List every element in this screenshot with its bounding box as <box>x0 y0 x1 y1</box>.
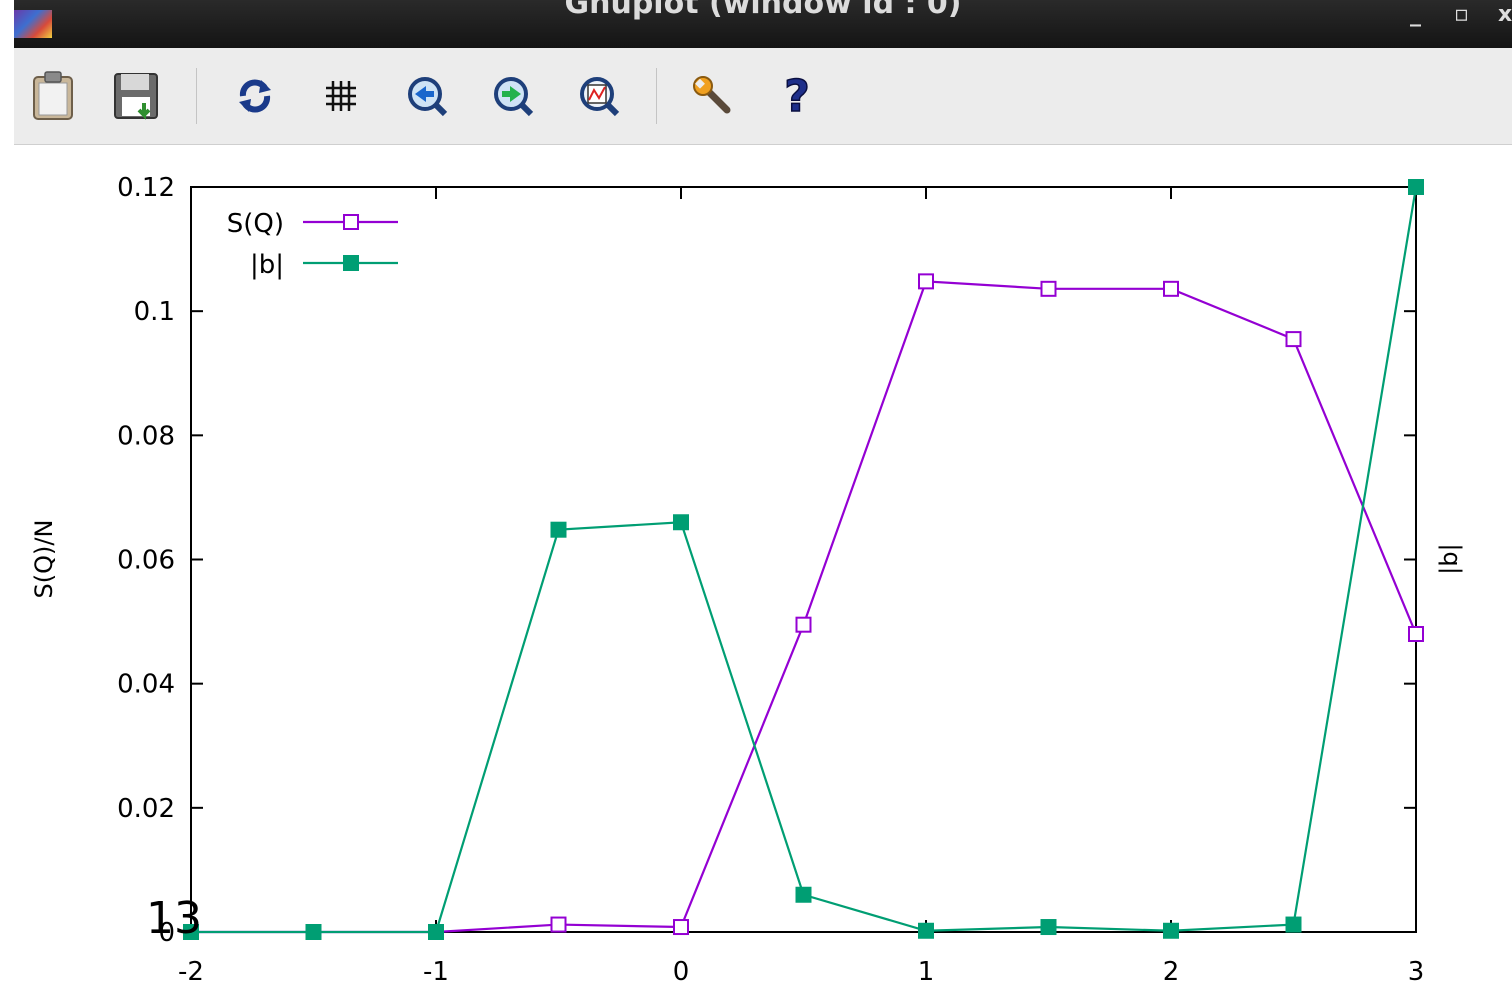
series-line-sq <box>191 280 1418 934</box>
help-icon: ? <box>783 73 810 119</box>
y-tick-label: 0.02 <box>117 794 175 824</box>
x-tick-label: -2 <box>178 957 204 987</box>
legend-marker <box>343 214 359 230</box>
y2-axis-label: |b| <box>1435 543 1463 574</box>
refresh-icon <box>239 79 271 113</box>
y-axis-label: S(Q)/N <box>30 520 58 599</box>
data-point <box>550 521 567 538</box>
y-tick-label: 0.08 <box>117 421 175 451</box>
copy-clipboard-button[interactable] <box>28 70 78 122</box>
plot-area[interactable]: S(Q)/N |b| -2 -1 0 1 2 3 0 0.02 0.04 0.06 0.08 0.1 0… <box>0 145 1512 990</box>
toolbar-separator <box>656 68 657 124</box>
data-point <box>1163 280 1179 297</box>
title-bar[interactable]: Gnuplot (window id : 0) _ ▫ x <box>14 0 1512 48</box>
next-zoom-button[interactable] <box>488 70 538 122</box>
autoscale-button[interactable] <box>574 70 624 122</box>
data-point <box>673 919 689 936</box>
y-tick-label: 0.1 <box>134 297 175 327</box>
left-edge-strip <box>0 0 14 990</box>
data-point <box>673 514 689 531</box>
export-button[interactable] <box>112 70 162 122</box>
minimize-button[interactable]: _ <box>1410 2 1421 27</box>
y-tick-label: 0 <box>158 918 175 948</box>
data-point <box>795 886 812 903</box>
help-button[interactable]: ? <box>772 70 822 122</box>
prev-zoom-button[interactable] <box>402 70 452 122</box>
series-line-b <box>191 186 1418 934</box>
config-button[interactable] <box>688 70 738 122</box>
data-point <box>1408 179 1424 195</box>
data-point <box>1163 922 1179 939</box>
x-tick-label: 2 <box>1163 957 1180 987</box>
data-point <box>918 273 934 290</box>
replot-button[interactable] <box>230 70 280 122</box>
close-button[interactable]: x <box>1498 2 1512 27</box>
clipboard-icon <box>33 71 73 120</box>
data-point <box>305 924 322 940</box>
zoom-previous-icon <box>408 77 448 117</box>
data-point <box>183 924 199 940</box>
toolbar: ? <box>14 48 1512 145</box>
overlay-number-label: 13 <box>146 893 202 944</box>
app-icon <box>14 10 52 38</box>
data-point <box>428 924 444 940</box>
x-tick-label: 0 <box>673 957 690 987</box>
grid-icon <box>326 81 356 111</box>
plot-frame <box>190 186 1417 933</box>
data-point <box>550 916 567 933</box>
y-tick-label: 0.06 <box>117 546 175 576</box>
y-tick-label: 0.12 <box>117 173 175 203</box>
autoscale-icon <box>580 77 620 117</box>
data-point <box>795 616 812 633</box>
data-point <box>1040 280 1057 297</box>
x-tick-label: -1 <box>423 957 449 987</box>
zoom-next-icon <box>494 77 534 117</box>
legend-label: S(Q) <box>227 209 284 239</box>
wrench-icon <box>693 76 731 114</box>
x-tick-label: 3 <box>1408 957 1425 987</box>
grid-button[interactable] <box>316 70 366 122</box>
data-point <box>1408 626 1424 642</box>
maximize-button[interactable]: ▫ <box>1454 2 1469 27</box>
svg-text:?: ? <box>784 73 810 119</box>
data-point <box>1040 919 1057 936</box>
x-tick-label: 1 <box>918 957 935 987</box>
data-point <box>1285 331 1302 348</box>
y-tick-label: 0.04 <box>117 670 175 700</box>
data-point <box>918 922 934 939</box>
legend-label: |b| <box>250 250 284 280</box>
legend-marker <box>343 255 359 271</box>
toolbar-separator <box>196 68 197 124</box>
floppy-save-icon <box>114 73 158 120</box>
window-title: Gnuplot (window id : 0) <box>564 0 962 21</box>
data-point <box>1285 916 1302 933</box>
